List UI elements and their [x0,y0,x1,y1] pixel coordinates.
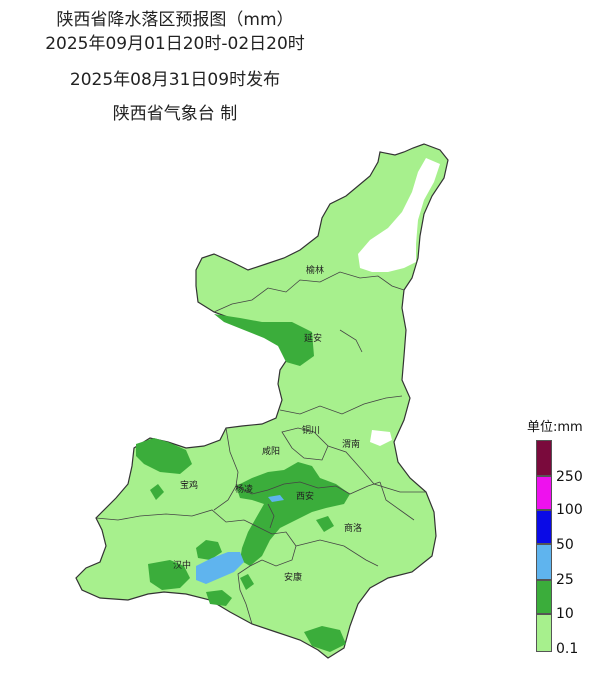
legend-label-50: 50 [556,537,574,553]
city-labels: 榆林 延安 铜川 渭南 咸阳 宝鸡 杨凌 西安 商洛 汉中 安康 [173,264,362,583]
forecast-period: 2025年09月01日20时-02日20时 [45,34,305,54]
legend-swatch-50 [536,510,552,544]
city-label: 宝鸡 [180,479,198,491]
legend-label-100: 100 [556,502,583,518]
legend-unit: 单位:mm [527,420,583,435]
city-label: 铜川 [302,424,320,436]
issuer: 陕西省气象台 制 [112,104,238,124]
city-label: 咸阳 [262,445,280,457]
city-label: 延安 [304,332,322,344]
province-shape [75,143,449,659]
no-rain-area [358,158,440,272]
issue-time: 2025年08月31日09时发布 [69,70,281,90]
legend-swatch-10 [536,580,552,614]
legend-label-25: 25 [556,572,574,588]
legend-label-10: 10 [556,606,574,622]
legend-swatch-0.1 [536,614,552,652]
legend-swatch-25 [536,544,552,580]
legend-label-0.1: 0.1 [556,641,579,657]
city-label: 渭南 [342,438,360,450]
city-label: 杨凌 [235,483,253,495]
city-boundaries [95,271,426,625]
legend-swatch-100 [536,476,552,510]
map-title: 陕西省降水落区预报图（mm） [56,10,294,30]
city-label: 榆林 [306,264,324,276]
city-label: 汉中 [173,559,191,571]
city-label: 西安 [296,490,314,502]
no-rain-patch [370,430,392,446]
legend-label-250: 250 [556,469,583,485]
heavy-rain-small [268,495,284,502]
city-label: 安康 [284,571,302,583]
legend-swatch-250 [536,440,552,476]
city-label: 商洛 [344,522,362,534]
heavy-rain-area [196,552,244,584]
